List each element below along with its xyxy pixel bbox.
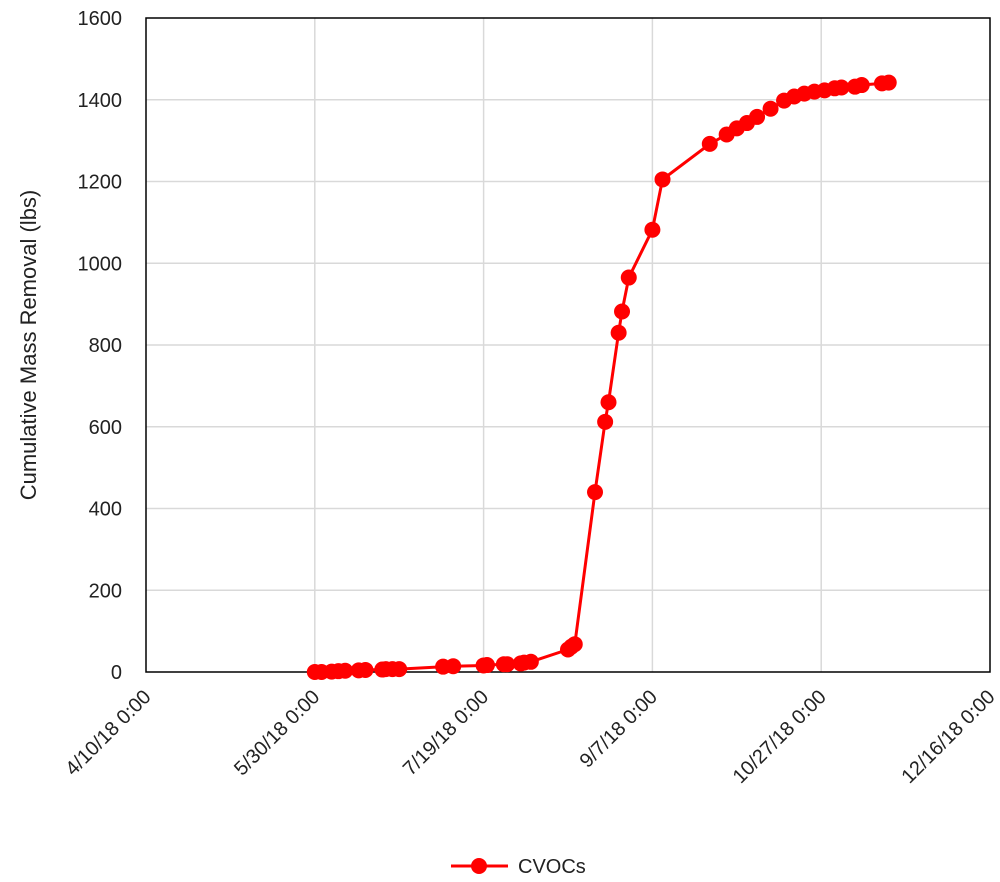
y-tick-label: 800 — [89, 335, 122, 357]
data-point — [644, 221, 661, 238]
data-point — [880, 74, 897, 91]
y-tick-label: 200 — [89, 580, 122, 602]
legend-label-cvocs: CVOCs — [518, 856, 586, 878]
data-point — [853, 77, 870, 94]
y-tick-label: 600 — [89, 417, 122, 439]
data-point — [337, 662, 354, 679]
data-point — [762, 100, 779, 117]
plot-area-border — [145, 17, 991, 673]
data-point — [614, 303, 631, 320]
x-tick-label: 12/16/18 0:00 — [897, 686, 999, 788]
x-tick-label: 4/10/18 0:00 — [61, 686, 155, 780]
data-point — [620, 269, 637, 286]
data-point — [391, 661, 408, 678]
data-point — [749, 108, 766, 125]
data-point — [522, 653, 539, 670]
data-point — [499, 656, 516, 673]
y-tick-label: 0 — [111, 662, 122, 684]
data-point — [597, 413, 614, 430]
y-tick-label: 1000 — [78, 253, 123, 275]
x-tick-label: 7/19/18 0:00 — [399, 686, 493, 780]
data-point — [566, 636, 583, 653]
legend-swatch-marker — [471, 858, 487, 874]
data-point — [600, 394, 617, 411]
x-tick-label: 10/27/18 0:00 — [729, 686, 831, 788]
data-point — [610, 324, 627, 341]
y-tick-label: 1200 — [78, 172, 123, 194]
data-point — [357, 661, 374, 678]
gridlines — [146, 18, 990, 672]
x-tick-label: 5/30/18 0:00 — [230, 686, 324, 780]
y-tick-label: 400 — [89, 499, 122, 521]
y-axis-title: Cumulative Mass Removal (lbs) — [16, 190, 41, 501]
y-tick-label: 1400 — [78, 90, 123, 112]
x-axis-tick-labels: 4/10/18 0:00 5/30/18 0:00 7/19/18 0:00 9/7/… — [61, 686, 999, 788]
data-point — [445, 658, 462, 675]
series-cvocs — [306, 74, 897, 680]
y-axis-tick-labels: 0 200 400 600 800 1000 1200 1400 1600 — [78, 8, 123, 684]
data-point — [478, 657, 495, 674]
data-point — [587, 484, 604, 501]
x-tick-label: 9/7/18 0:00 — [576, 686, 662, 772]
y-tick-label: 1600 — [78, 8, 123, 30]
data-point — [701, 135, 718, 152]
data-point — [654, 171, 671, 188]
legend: CVOCs — [451, 856, 586, 878]
series-line-cvocs — [314, 81, 889, 674]
data-point — [833, 79, 850, 96]
